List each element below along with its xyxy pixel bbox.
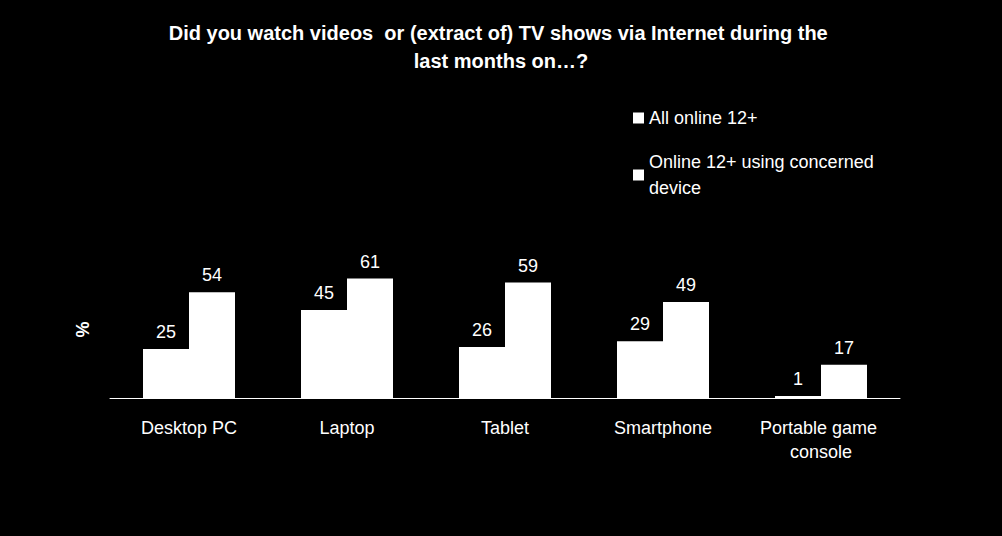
svg-text:All online 12+: All online 12+ [649, 108, 758, 128]
svg-text:61: 61 [360, 252, 380, 272]
svg-text:45: 45 [314, 283, 334, 303]
svg-text:console: console [790, 442, 852, 462]
svg-text:Laptop: Laptop [319, 418, 374, 438]
svg-text:Smartphone: Smartphone [614, 418, 712, 438]
svg-text:Did you watch videos or (extr: Did you watch videos or (extract of) TV … [169, 22, 834, 44]
svg-text:Desktop PC: Desktop PC [141, 418, 237, 438]
svg-text:54: 54 [202, 265, 222, 285]
svg-text:Tablet: Tablet [481, 418, 529, 438]
svg-text:25: 25 [156, 322, 176, 342]
svg-text:17: 17 [834, 338, 854, 358]
svg-text:29: 29 [630, 314, 650, 334]
svg-text:Portable game: Portable game [760, 418, 882, 438]
svg-text:26: 26 [472, 320, 492, 340]
svg-text:49: 49 [676, 275, 696, 295]
svg-text:last months on…?: last months on…? [414, 50, 588, 72]
svg-text:%: % [73, 321, 93, 337]
svg-text:device: device [649, 178, 701, 198]
svg-text:59: 59 [518, 256, 538, 276]
svg-text:1: 1 [793, 369, 803, 389]
svg-text:Online 12+ using concerned: Online 12+ using concerned [649, 152, 879, 172]
